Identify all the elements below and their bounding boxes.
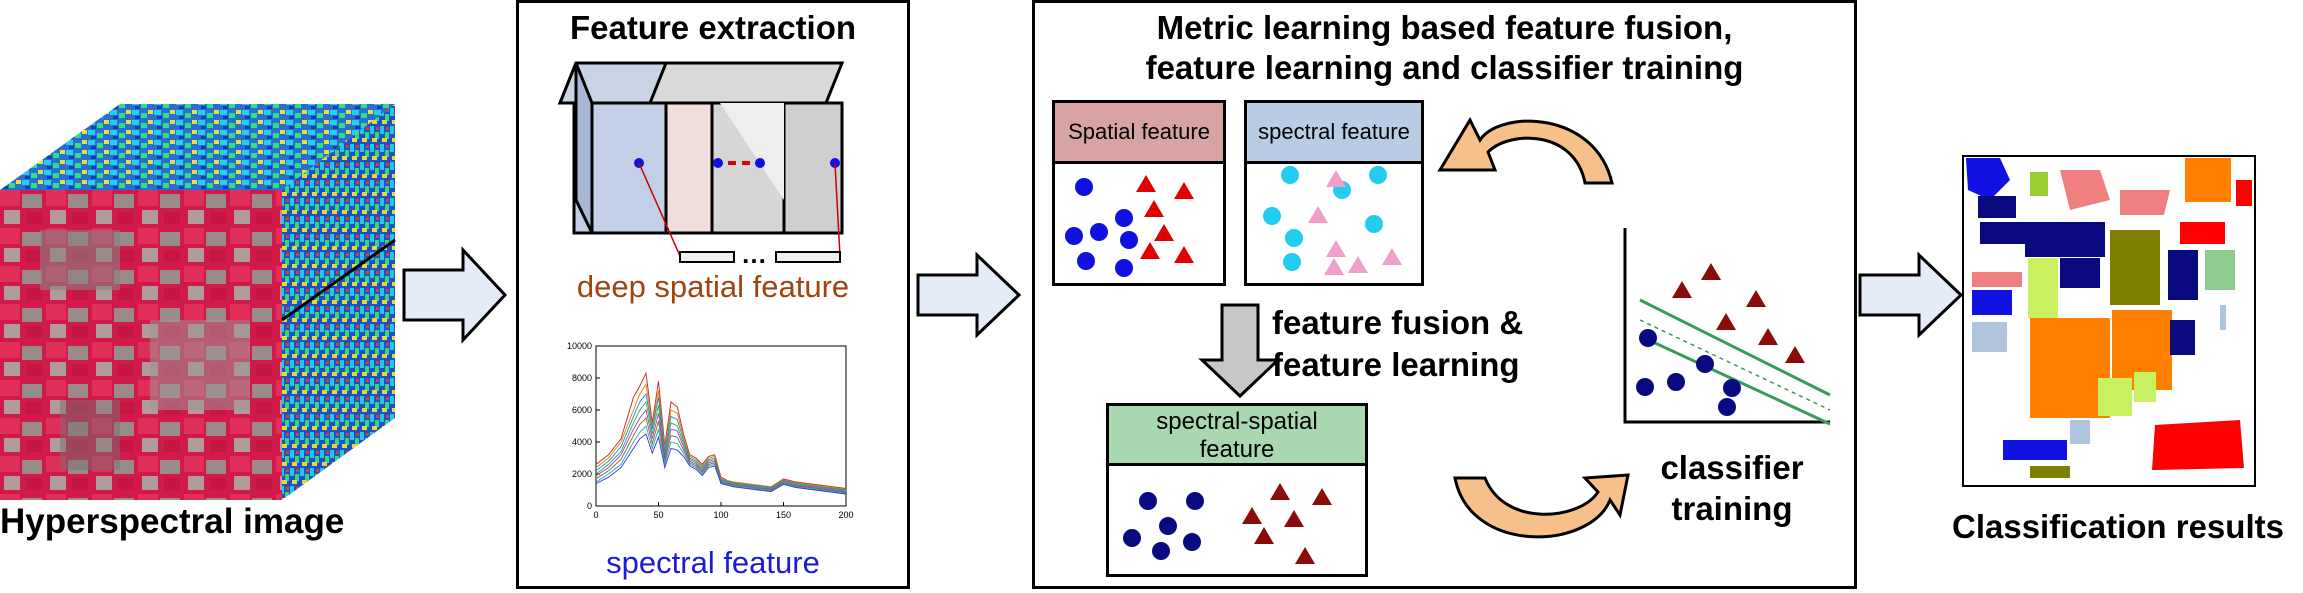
flow-arrow-1 [402, 246, 508, 344]
spatial-feature-symbols [1065, 175, 1194, 277]
classifier-label-line1: classifier [1660, 449, 1804, 486]
flow-arrow-3 [1858, 251, 1964, 339]
y-tick-label: 0 [587, 501, 592, 511]
classifier-label-line2: training [1671, 490, 1793, 527]
curved-arrow-bottom-icon [1453, 473, 1630, 539]
x-tick-label: 50 [653, 510, 663, 520]
x-tick-label: 200 [838, 510, 853, 520]
spectral-series-line-3 [595, 392, 847, 491]
spectral-feature-label: spectral feature [606, 545, 820, 580]
x-tick-label: 100 [713, 510, 728, 520]
fusion-title-line1: Metric learning based feature fusion, [1156, 9, 1733, 46]
feature-extraction-title: Feature extraction [569, 9, 857, 46]
spectral-series-line-7 [595, 425, 847, 494]
spectral-spatial-header: spectral-spatial feature [1109, 406, 1365, 466]
flow-arrow-2 [916, 251, 1022, 339]
deep-spatial-feature-label: deep spatial feature [576, 269, 850, 304]
spectral-feature-header: spectral feature [1247, 103, 1421, 164]
curved-arrow-top-icon [1437, 116, 1614, 185]
y-tick-label: 4000 [572, 437, 592, 447]
spectral-spatial-header-line2: feature [1199, 436, 1275, 463]
feature-extraction-panel: Feature extraction … deep spatial featur… [516, 0, 910, 589]
spectral-feature-box: spectral feature [1244, 100, 1424, 286]
y-tick-label: 2000 [572, 469, 592, 479]
spectral-spatial-header-line1: spectral-spatial [1156, 408, 1318, 435]
fusion-label-line1: feature fusion & [1272, 304, 1524, 341]
spectral-series-line-2 [595, 383, 847, 490]
x-tick-label: 150 [776, 510, 791, 520]
classification-map-icon [1962, 155, 2256, 487]
spectral-series-line-4 [595, 400, 847, 492]
classification-results-label: Classification results [1952, 508, 2284, 545]
spectral-series-line-5 [595, 408, 847, 493]
y-tick-label: 10000 [567, 341, 592, 351]
y-tick-label: 8000 [572, 373, 592, 383]
spectral-chart: 0 2000 4000 6000 8000 10000 0 50 100 150 200 [550, 340, 860, 535]
classifier-symbols [1636, 263, 1805, 416]
spectral-spatial-symbols [1123, 483, 1332, 564]
spectral-chart-svg: 0 2000 4000 6000 8000 10000 0 50 100 150 200 [567, 341, 854, 520]
fusion-panel: Metric learning based feature fusion, fe… [1032, 0, 1857, 589]
spectral-series-line-8 [595, 433, 847, 495]
fusion-label-line2: feature learning [1272, 346, 1520, 383]
spectral-feature-symbols [1263, 166, 1402, 275]
spatial-feature-header: Spatial feature [1055, 103, 1223, 164]
hyperspectral-label: Hyperspectral image [0, 502, 345, 541]
ellipsis: … [741, 239, 767, 269]
fusion-title-line2: feature learning and classifier training [1145, 49, 1744, 86]
spectral-spatial-feature-box: spectral-spatial feature [1106, 403, 1368, 577]
hyperspectral-cube-icon [0, 104, 396, 500]
fusion-down-arrow [1198, 303, 1282, 399]
spatial-feature-box: Spatial feature [1052, 100, 1226, 286]
cnn-block-icon [557, 61, 845, 263]
spectral-series-line-6 [595, 417, 847, 493]
spectral-series-line-1 [595, 371, 847, 489]
y-tick-label: 6000 [572, 405, 592, 415]
x-tick-label: 0 [593, 510, 598, 520]
